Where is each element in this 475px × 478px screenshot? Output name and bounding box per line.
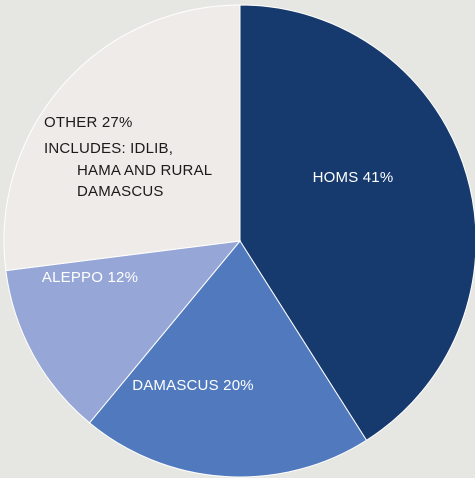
pie-slice-homs <box>239 4 475 441</box>
pie-slices <box>3 4 475 478</box>
slice-label-aleppo: ALEPPO 12% <box>42 269 138 286</box>
other-note-line-2: HAMA AND RURAL <box>77 162 212 179</box>
other-note-line-1: INCLUDES: IDLIB, <box>44 140 173 157</box>
slice-label-homs: HOMS 41% <box>313 169 394 186</box>
slice-label-other: OTHER 27% <box>44 114 133 131</box>
pie-slice-aleppo <box>5 240 242 424</box>
pie-slice-other <box>3 4 241 272</box>
pie-slice-damascus <box>88 240 368 478</box>
slice-label-damascus: DAMASCUS 20% <box>132 377 254 394</box>
other-note-line-3: DAMASCUS <box>77 183 164 200</box>
